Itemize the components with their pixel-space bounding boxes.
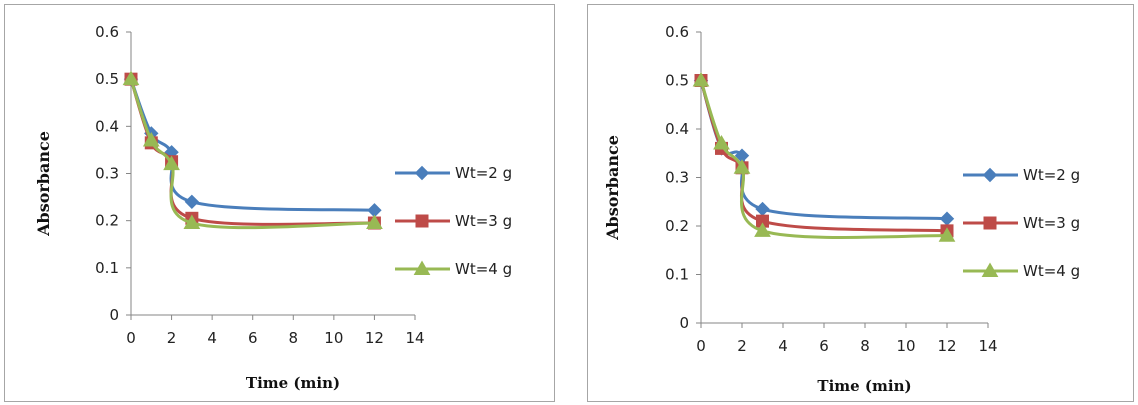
right-data-point: [713, 135, 730, 150]
left-x-tick-label: 8: [289, 329, 299, 347]
left-data-point: [163, 155, 180, 171]
right-legend-marker: [983, 216, 997, 230]
left-x-axis-title: Time (min): [246, 374, 340, 392]
left-series-1: [124, 72, 381, 230]
left-legend-label: Wt=3 g: [455, 212, 512, 230]
chart-left-svg: 0 0.1 0.2 0.3 0.4 0.5 0.6 0 2 4 6 8 10 12 14 Absorbance…: [34, 23, 512, 392]
right-x-tick-label: 12: [937, 337, 956, 355]
right-data-point: [754, 222, 771, 237]
left-axes: 0 0.1 0.2 0.3 0.4 0.5 0.6 0 2 4 6 8 10 12 14: [95, 23, 424, 347]
right-y-axis-title: Absorbance: [603, 135, 622, 241]
left-legend-label: Wt=2 g: [455, 164, 512, 182]
right-x-tick-label: 6: [819, 337, 829, 355]
right-y-tick-label: 0.5: [665, 72, 689, 90]
right-series-line: [699, 80, 948, 239]
right-y-tick-label: 0.3: [665, 169, 689, 187]
right-series-0: [693, 73, 955, 226]
left-y-axis-title: Absorbance: [34, 131, 53, 237]
right-y-tick-label: 0.4: [665, 120, 689, 138]
left-data-point: [184, 194, 200, 210]
right-legend-label: Wt=4 g: [1023, 262, 1080, 280]
left-x-tick-label: 4: [207, 329, 217, 347]
chart-panel-right: 0 0.1 0.2 0.3 0.4 0.5 0.6 0 2 4 6 8 10 12 14 Absorbance…: [587, 4, 1134, 402]
left-y-tick-label: 0.1: [95, 259, 119, 277]
left-data-point: [122, 70, 140, 86]
left-x-tick-label: 10: [324, 329, 343, 347]
left-series-line: [129, 78, 375, 230]
right-series-2: [692, 71, 956, 242]
left-legend-label: Wt=4 g: [455, 260, 512, 278]
left-series-0: [123, 71, 382, 218]
right-x-tick-label: 10: [896, 337, 915, 355]
left-series-2: [122, 70, 383, 230]
right-x-axis-title: Time (min): [817, 377, 911, 395]
left-y-tick-label: 0.2: [95, 212, 119, 230]
left-legend: Wt=2 g Wt=3 g Wt=4 g: [395, 164, 512, 278]
left-legend-marker: [415, 214, 429, 228]
chart-panel-left: 0 0.1 0.2 0.3 0.4 0.5 0.6 0 2 4 6 8 10 12 14 Absorbance…: [4, 4, 555, 402]
right-data-point: [939, 211, 955, 226]
right-legend-marker: [981, 262, 999, 277]
right-series-line: [699, 80, 948, 221]
left-data-point: [142, 131, 160, 147]
left-y-tick-label: 0: [109, 306, 119, 324]
right-x-tick-label: 2: [737, 337, 747, 355]
right-x-tick-label: 8: [860, 337, 870, 355]
right-x-tick-label: 4: [778, 337, 788, 355]
right-legend-label: Wt=2 g: [1023, 166, 1080, 184]
right-data-point: [755, 201, 770, 217]
left-x-tick-label: 6: [248, 329, 258, 347]
right-y-tick-label: 0: [679, 314, 689, 332]
chart-right-svg: 0 0.1 0.2 0.3 0.4 0.5 0.6 0 2 4 6 8 10 12 14 Absorbance…: [603, 23, 1080, 395]
left-y-tick-label: 0.4: [95, 117, 119, 135]
left-x-tick-label: 14: [405, 329, 424, 347]
left-data-point: [366, 214, 383, 230]
right-legend-label: Wt=3 g: [1023, 214, 1080, 232]
left-data-point: [183, 214, 201, 230]
right-data-point: [733, 159, 751, 174]
left-series-line: [129, 78, 375, 212]
left-x-tick-label: 0: [126, 329, 136, 347]
right-x-tick-label: 0: [696, 337, 706, 355]
right-legend-marker: [982, 167, 998, 183]
right-y-tick-label: 0.1: [665, 266, 689, 284]
right-data-point: [692, 71, 710, 87]
left-legend-marker: [414, 165, 430, 181]
left-x-tick-label: 2: [167, 329, 177, 347]
right-y-tick-label: 0.6: [665, 23, 689, 41]
right-data-point: [938, 227, 956, 242]
left-y-tick-label: 0.6: [95, 23, 119, 41]
left-legend-marker: [413, 260, 431, 275]
right-legend: Wt=2 g Wt=3 g Wt=4 g: [963, 166, 1080, 280]
left-x-tick-label: 12: [365, 329, 384, 347]
left-y-tick-label: 0.3: [95, 165, 119, 183]
right-axes: 0 0.1 0.2 0.3 0.4 0.5 0.6 0 2 4 6 8 10 12 14: [665, 23, 997, 355]
right-x-tick-label: 14: [978, 337, 997, 355]
left-y-tick-label: 0.5: [95, 70, 119, 88]
right-y-tick-label: 0.2: [665, 217, 689, 235]
